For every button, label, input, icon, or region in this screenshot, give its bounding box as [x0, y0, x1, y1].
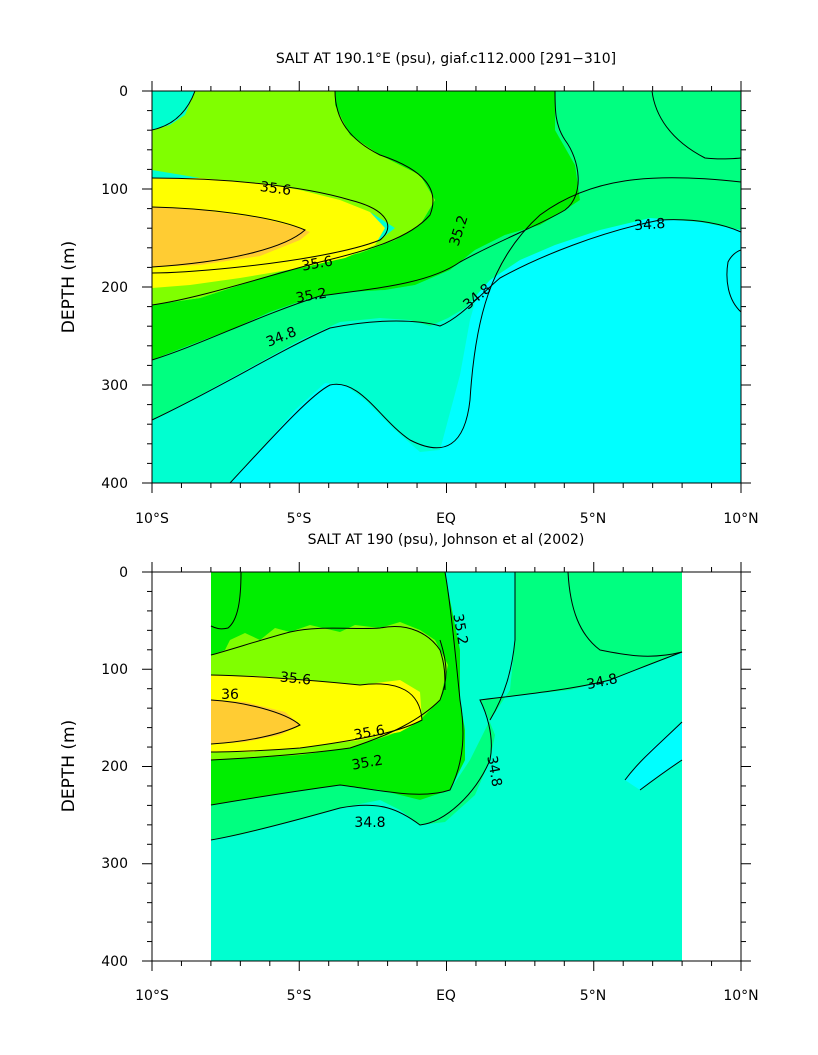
top-axis-ticks — [142, 81, 751, 493]
top-contour-line — [726, 249, 742, 313]
bottom-axis-ticks — [142, 562, 751, 971]
bottom-fill-green-med — [211, 572, 682, 840]
bottom-ytick-label: 100 — [101, 662, 128, 678]
top-fill-orange — [152, 207, 310, 267]
bottom-contours — [210, 571, 683, 841]
bottom-ytick-label: 0 — [119, 565, 128, 581]
top-ytick-label: 300 — [101, 378, 128, 394]
bottom-xtick-label: 5°N — [580, 988, 606, 1004]
bottom-contour-line — [210, 626, 446, 691]
top-fill-green-med — [152, 91, 741, 420]
bottom-contour-line — [624, 721, 683, 791]
bottom-contour-label: 35.6 — [353, 722, 387, 743]
top-fill-green — [152, 91, 580, 360]
bottom-ytick-label: 400 — [101, 954, 128, 970]
top-panel: SALT AT 190.1°E (psu), giaf.c112.000 [29… — [59, 51, 759, 527]
bottom-contour-label: 34.8 — [483, 755, 504, 788]
top-ytick-label: 400 — [101, 476, 128, 492]
bottom-contour-line — [210, 674, 423, 753]
top-ytick-label: 0 — [119, 84, 128, 100]
top-contour-label: 35.6 — [301, 253, 335, 274]
bottom-xtick-label: 5°S — [287, 988, 312, 1004]
top-contour-line — [151, 90, 196, 131]
bottom-contour-labels: 35.2 35.6 36 35.6 35.2 34.8 34.8 34.8 — [221, 613, 619, 831]
bottom-contour-line — [210, 651, 683, 841]
bottom-contour-line — [210, 699, 301, 745]
bottom-fill-cyan-e — [625, 722, 682, 790]
bottom-contour-label: 35.2 — [351, 752, 384, 773]
bottom-xtick-label: 10°S — [135, 988, 169, 1004]
bottom-fill — [211, 572, 682, 961]
top-contour-line — [151, 90, 579, 361]
bottom-contour-line — [210, 571, 242, 630]
bottom-contour-line — [489, 572, 516, 721]
top-contour-line — [651, 90, 742, 160]
bottom-contour-label: 34.8 — [354, 815, 385, 831]
top-contours — [151, 90, 742, 484]
top-contour-line — [151, 177, 389, 274]
top-xtick-label: 5°S — [287, 511, 312, 527]
bottom-contour-label: 36 — [221, 687, 239, 703]
top-contour-label: 34.8 — [634, 216, 666, 234]
bottom-xtick-label: EQ — [436, 988, 456, 1004]
top-ytick-label: 100 — [101, 182, 128, 198]
bottom-contour-line — [210, 639, 447, 761]
top-contour-label: 35.2 — [295, 285, 328, 306]
top-contour-line — [151, 90, 434, 306]
top-contour-line — [229, 177, 742, 484]
bottom-ytick-label: 300 — [101, 856, 128, 872]
bottom-ytick-label: 200 — [101, 759, 128, 775]
top-xtick-label: 10°S — [135, 511, 169, 527]
top-contour-line — [151, 219, 742, 421]
top-xtick-label: 10°N — [723, 511, 758, 527]
bottom-xtick-label: 10°N — [723, 988, 758, 1004]
bottom-y-axis-label: DEPTH (m) — [59, 720, 79, 812]
top-y-axis-label: DEPTH (m) — [59, 241, 79, 333]
top-xtick-label: EQ — [436, 511, 456, 527]
top-contour-label: 35.6 — [259, 179, 292, 199]
top-fill — [152, 91, 741, 483]
bottom-contour-label: 34.8 — [585, 671, 619, 693]
bottom-contour-label: 35.6 — [279, 669, 312, 688]
top-ytick-label: 200 — [101, 280, 128, 296]
bottom-panel: SALT AT 190 (psu), Johnson et al (2002) — [59, 532, 759, 1004]
top-contour-line — [151, 206, 306, 268]
bottom-contour-line — [210, 571, 464, 806]
top-title: SALT AT 190.1°E (psu), giaf.c112.000 [29… — [276, 51, 616, 67]
top-xtick-label: 5°N — [580, 511, 606, 527]
bottom-contour-label: 35.2 — [449, 613, 470, 646]
top-fill-chartreuse — [152, 91, 435, 305]
bottom-title: SALT AT 190 (psu), Johnson et al (2002) — [308, 532, 585, 548]
bottom-contour-line — [567, 571, 683, 657]
